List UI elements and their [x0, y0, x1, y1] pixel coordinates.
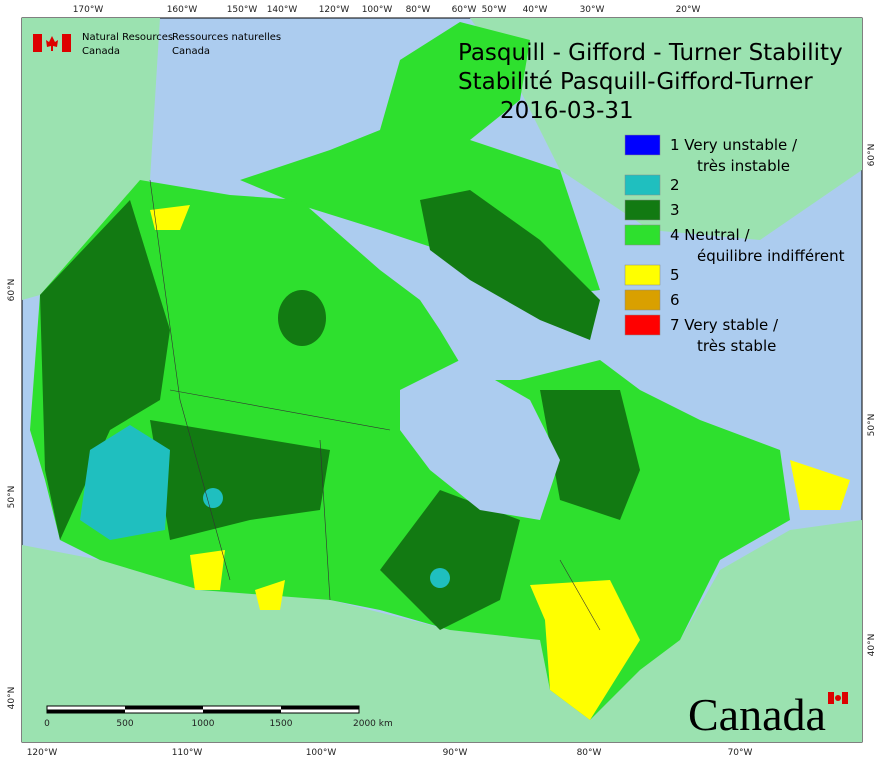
graticule-label: 40°N	[867, 634, 877, 657]
legend-swatch	[624, 289, 661, 311]
graticule-label: 80°W	[406, 5, 431, 15]
date: 2016-03-31	[500, 98, 634, 124]
legend-swatch	[624, 199, 661, 221]
graticule-label: 170°W	[73, 5, 104, 15]
graticule-label: 20°W	[676, 5, 701, 15]
legend-label: 6	[670, 291, 680, 309]
flag-leaf	[46, 36, 58, 51]
graticule-label: 40°N	[7, 687, 17, 710]
graticule-label: 100°W	[306, 748, 337, 758]
border	[559, 559, 601, 631]
border	[149, 179, 231, 581]
legend-label: équilibre indifférent	[697, 247, 845, 265]
graticule-label: 100°W	[362, 5, 393, 15]
flag-bar	[842, 692, 848, 704]
border	[319, 439, 331, 601]
graticule-label: 120°W	[27, 748, 58, 758]
greenland	[470, 18, 862, 240]
graticule-label: 80°W	[577, 748, 602, 758]
legend-label: 5	[670, 266, 680, 284]
scale-label: 2000 km	[353, 719, 393, 729]
newfoundland-yellow	[790, 460, 850, 510]
legend-label: 7 Very stable /	[670, 316, 779, 334]
wordmark: Canada	[688, 689, 826, 740]
hudson-bay	[400, 360, 560, 520]
legend-swatch	[624, 174, 661, 196]
graticule-label: 60°N	[867, 144, 877, 167]
agency-en: Canada	[82, 46, 120, 57]
graticule-label: 60°N	[7, 279, 17, 302]
bc-region	[80, 425, 170, 540]
quebec-region	[540, 390, 640, 520]
cyan-spot	[203, 488, 223, 508]
scale-seg	[281, 706, 359, 710]
graticule-label: 90°W	[443, 748, 468, 758]
graticule-label: 40°W	[523, 5, 548, 15]
scale-label: 1500	[270, 719, 293, 729]
graticule-label: 50°N	[7, 486, 17, 509]
graticule-label: 120°W	[319, 5, 350, 15]
flag-bar	[828, 692, 834, 704]
texts: Natural Resources Canada Ressources natu…	[82, 32, 843, 740]
legend-swatch	[624, 134, 661, 156]
prairie-yellow	[255, 580, 285, 610]
legend-swatch	[624, 224, 661, 246]
graticule-label: 60°W	[452, 5, 477, 15]
logo	[33, 34, 71, 52]
prairie-region	[150, 420, 330, 540]
graticule-label: 140°W	[267, 5, 298, 15]
graticule-label: 30°W	[580, 5, 605, 15]
arctic-yellow	[150, 205, 190, 230]
legend-label: 4 Neutral /	[670, 226, 750, 244]
graticule-label: 50°N	[867, 414, 877, 437]
flag-bar	[62, 34, 71, 52]
legend-label: 1 Very unstable /	[670, 136, 798, 154]
legend-swatch	[624, 264, 661, 286]
graticule-label: 150°W	[227, 5, 258, 15]
border	[169, 389, 391, 431]
prairie-yellow	[190, 550, 225, 590]
scale-seg	[203, 709, 281, 713]
agency-en: Natural Resources	[82, 32, 173, 43]
ontario-yellow	[530, 580, 640, 720]
map-frame	[21, 17, 863, 743]
scale-seg	[47, 709, 125, 713]
wordmark-flag	[828, 692, 848, 704]
agency-fr: Canada	[172, 46, 210, 57]
legend-label: 2	[670, 176, 680, 194]
scale-label: 1000	[192, 719, 215, 729]
scale-label: 0	[44, 719, 50, 729]
flag-bar	[33, 34, 42, 52]
legend-label: 3	[670, 201, 680, 219]
legend-label: très instable	[697, 157, 790, 175]
scale-bar	[46, 705, 360, 714]
graticule-label: 50°W	[482, 5, 507, 15]
scale-seg	[125, 706, 203, 710]
ontario-region	[380, 490, 520, 630]
agency-fr: Ressources naturelles	[172, 32, 281, 43]
baffin-stable	[420, 190, 600, 340]
title: Pasquill - Gifford - Turner Stability	[458, 40, 843, 66]
graticule-label: 110°W	[172, 748, 203, 758]
graticule-label: 160°W	[167, 5, 198, 15]
nunavut-region	[278, 290, 326, 346]
alaska	[22, 18, 160, 300]
scale-label: 500	[116, 719, 133, 729]
cyan-spot	[430, 568, 450, 588]
graticule-label: 70°W	[728, 748, 753, 758]
flag-leaf	[835, 695, 841, 701]
west-region	[40, 200, 170, 540]
legend-label: très stable	[697, 337, 776, 355]
usa	[22, 520, 862, 742]
legend-swatch	[624, 314, 661, 336]
title: Stabilité Pasquill-Gifford-Turner	[458, 69, 813, 95]
